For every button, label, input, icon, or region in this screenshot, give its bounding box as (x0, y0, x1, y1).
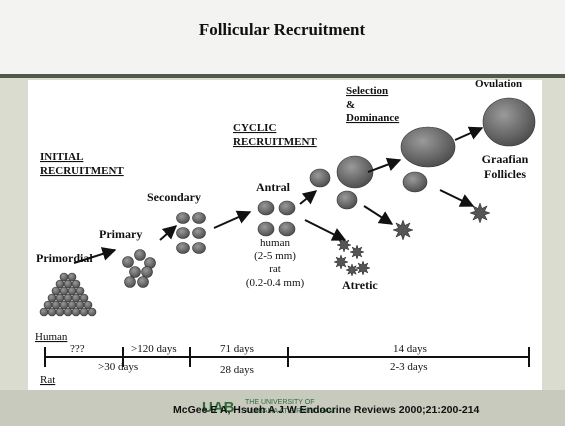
stage-label: Antral (256, 180, 291, 194)
duration: ??? (70, 343, 85, 355)
follicle (64, 280, 72, 288)
follicle (72, 294, 80, 302)
duration: 2-3 days (390, 361, 428, 373)
follicle (64, 308, 72, 316)
phase-label: Selection (346, 85, 388, 97)
duration: 14 days (393, 343, 427, 355)
stage-label: Atretic (342, 278, 378, 292)
follicle (279, 201, 295, 215)
size-note: (2-5 mm) (254, 250, 296, 262)
follicle (138, 277, 149, 288)
follicle (60, 273, 68, 281)
follicle (258, 201, 274, 215)
follicle (123, 257, 134, 268)
follicle (88, 308, 96, 316)
phase-label: CYCLIC (233, 122, 276, 134)
follicle (76, 287, 84, 295)
follicle (60, 287, 68, 295)
citation: McGee E A, Hsueh A J W Endocrine Reviews… (173, 404, 480, 416)
follicle (177, 243, 190, 254)
follicle (193, 228, 206, 239)
slide-title: Follicular Recruitment (199, 20, 366, 39)
size-note: human (260, 237, 290, 249)
page: {"header": {"title": "Follicular Recruit… (0, 0, 565, 426)
duration: 71 days (220, 343, 254, 355)
follicle (52, 301, 60, 309)
phase-label: INITIAL (40, 151, 83, 163)
follicle (177, 228, 190, 239)
follicle (48, 308, 56, 316)
duration: 28 days (220, 364, 254, 376)
follicle (310, 169, 330, 187)
stage-label: Primordial (36, 251, 93, 265)
follicle (177, 213, 190, 224)
follicle (130, 267, 141, 278)
follicle (68, 273, 76, 281)
follicle (44, 301, 52, 309)
atretic-follicle (356, 261, 370, 275)
follicle (337, 191, 357, 209)
follicle (258, 222, 274, 236)
follicle (142, 267, 153, 278)
phase-label: Dominance (346, 112, 399, 124)
follicle (279, 222, 295, 236)
species-label: Rat (40, 374, 55, 386)
follicle (52, 287, 60, 295)
follicle (40, 308, 48, 316)
species-label: Human (35, 331, 68, 343)
follicle (193, 243, 206, 254)
follicle (80, 308, 88, 316)
follicle (125, 277, 136, 288)
follicle (68, 287, 76, 295)
follicle (135, 250, 146, 261)
follicle (483, 98, 535, 146)
slide: Follicular Recruitment INITIAL RECRUITME… (0, 0, 565, 426)
follicle (84, 301, 92, 309)
duration: >30 days (98, 361, 138, 373)
follicle (56, 294, 64, 302)
atretic-follicle (346, 264, 358, 276)
follicle (76, 301, 84, 309)
follicle (56, 308, 64, 316)
size-note: rat (269, 263, 281, 275)
atretic-follicle (334, 255, 348, 269)
atretic-follicle (350, 245, 364, 259)
size-note: (0.2-0.4 mm) (246, 277, 305, 289)
follicle (193, 213, 206, 224)
follicle (337, 156, 373, 188)
stage-label: Secondary (147, 190, 201, 204)
follicle (403, 172, 427, 192)
follicle (48, 294, 56, 302)
phase-label: RECRUITMENT (233, 136, 317, 148)
phase-label: RECRUITMENT (40, 165, 124, 177)
stage-label: Primary (99, 227, 142, 241)
atretic-follicle (393, 220, 413, 240)
follicle (72, 308, 80, 316)
follicle (56, 280, 64, 288)
follicle (72, 280, 80, 288)
follicle (60, 301, 68, 309)
stage-label: Follicles (484, 167, 526, 181)
follicle (68, 301, 76, 309)
follicle (401, 127, 455, 167)
follicle (64, 294, 72, 302)
stage-label: Ovulation (475, 78, 522, 90)
duration: >120 days (131, 343, 177, 355)
phase-label: & (346, 99, 355, 111)
stage-label: Graafian (482, 152, 529, 166)
follicle (80, 294, 88, 302)
